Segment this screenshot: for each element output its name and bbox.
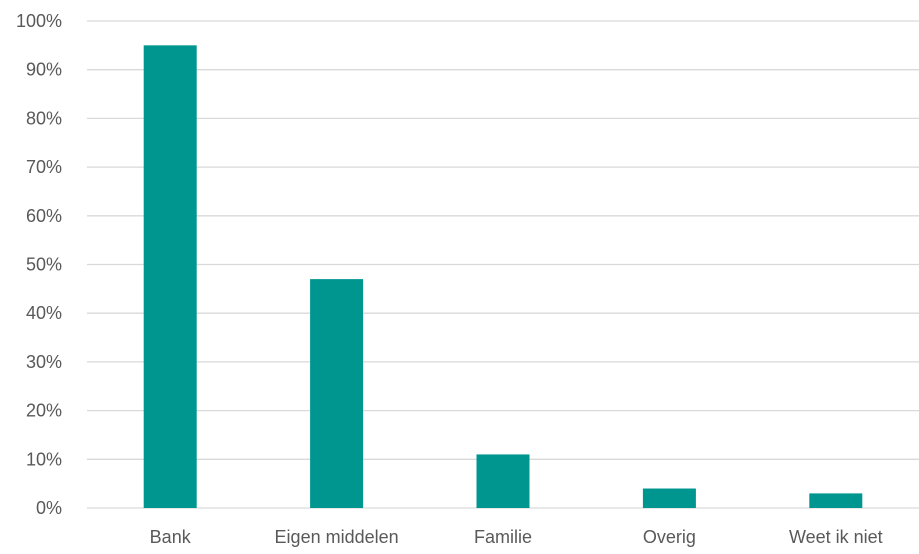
x-axis-category-labels: Bank Eigen middelen Familie Overig Weet ik n…	[150, 527, 883, 547]
y-tick-label: 40%	[26, 303, 62, 323]
bar-familie	[476, 454, 530, 508]
gridlines	[87, 20, 919, 509]
y-axis-tick-labels: 0% 10% 20% 30% 40% 50% 60% 70% 80% 90% 100%	[16, 11, 62, 518]
y-tick-label: 90%	[26, 60, 62, 80]
bar-weet-ik-niet	[809, 493, 863, 508]
x-category-label: Eigen middelen	[275, 527, 399, 547]
bars	[143, 45, 863, 508]
y-tick-label: 20%	[26, 401, 62, 421]
y-tick-label: 100%	[16, 11, 62, 31]
x-category-label: Bank	[150, 527, 192, 547]
x-category-label: Weet ik niet	[789, 527, 883, 547]
y-tick-label: 10%	[26, 449, 62, 469]
bar-eigen-middelen	[310, 279, 364, 508]
x-category-label: Familie	[474, 527, 532, 547]
x-category-label: Overig	[643, 527, 696, 547]
y-tick-label: 70%	[26, 157, 62, 177]
y-tick-label: 50%	[26, 255, 62, 275]
y-tick-label: 80%	[26, 108, 62, 128]
y-tick-label: 0%	[36, 498, 62, 518]
y-tick-label: 60%	[26, 206, 62, 226]
bar-overig	[642, 488, 696, 508]
bar-bank	[143, 45, 197, 508]
y-tick-label: 30%	[26, 352, 62, 372]
